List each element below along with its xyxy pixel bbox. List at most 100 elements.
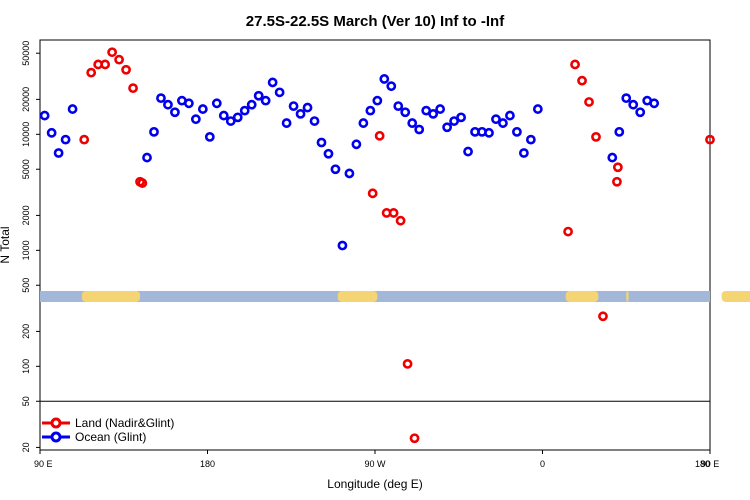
legend-label-ocean: Ocean (Glint) xyxy=(75,430,146,444)
ocean-point-65 xyxy=(628,99,639,110)
land-point-15 xyxy=(402,358,413,369)
ocean-point-60 xyxy=(525,134,536,145)
land-point-1 xyxy=(86,67,97,78)
land-point-3 xyxy=(100,59,111,70)
land-band-1 xyxy=(337,290,378,302)
land-point-6 xyxy=(121,64,131,75)
ocean-point-19 xyxy=(239,105,250,116)
ocean-point-48 xyxy=(442,122,453,133)
legend-marker-land xyxy=(50,417,62,429)
ocean-point-29 xyxy=(309,116,320,126)
land-point-21 xyxy=(591,131,601,142)
land-point-25 xyxy=(705,134,715,145)
ocean-point-9 xyxy=(170,107,180,118)
land-band-2 xyxy=(565,290,599,302)
land-point-13 xyxy=(388,208,399,218)
legend-marker-ocean xyxy=(50,431,62,443)
ocean-point-51 xyxy=(463,146,473,157)
ocean-point-44 xyxy=(414,124,425,135)
ocean-point-7 xyxy=(156,93,166,104)
land-point-14 xyxy=(395,215,406,226)
land-ocean-strip xyxy=(40,290,750,302)
ocean-point-32 xyxy=(330,164,341,175)
y-tick-label-200: 200 xyxy=(21,324,31,339)
ocean-point-39 xyxy=(379,74,390,84)
data-points xyxy=(39,47,715,444)
y-tick-label-1000: 1000 xyxy=(21,240,31,260)
ocean-point-49 xyxy=(449,116,459,126)
ocean-point-58 xyxy=(512,126,522,137)
ocean-point-28 xyxy=(302,102,313,113)
ocean-point-35 xyxy=(351,139,362,150)
x-axis-title: Longitude (deg E) xyxy=(327,477,422,491)
land-point-5 xyxy=(114,54,124,65)
x-tick-label-0: 90 E xyxy=(34,459,53,469)
land-point-7 xyxy=(128,83,138,94)
ocean-point-43 xyxy=(407,118,418,128)
ocean-point-61 xyxy=(532,104,543,114)
land-point-23 xyxy=(612,176,622,187)
ocean-point-68 xyxy=(649,98,660,109)
ocean-point-24 xyxy=(274,87,285,98)
ocean-point-62 xyxy=(607,152,618,163)
ocean-point-11 xyxy=(183,98,194,109)
y-tick-label-100: 100 xyxy=(21,359,31,374)
ocean-point-66 xyxy=(635,107,646,118)
x-tick-label-3: 0 xyxy=(540,459,545,469)
land-point-20 xyxy=(584,97,594,107)
land-point-0 xyxy=(79,134,90,145)
ocean-point-50 xyxy=(456,112,466,123)
ocean-point-25 xyxy=(281,118,292,128)
land-band-4 xyxy=(721,290,750,302)
ocean-point-57 xyxy=(505,110,515,121)
y-tick-label-10000: 10000 xyxy=(21,122,31,147)
ocean-point-23 xyxy=(267,77,278,88)
y-tick-label-20000: 20000 xyxy=(21,87,31,112)
ocean-point-38 xyxy=(372,95,383,106)
land-point-16 xyxy=(409,433,420,444)
ocean-point-56 xyxy=(498,118,508,128)
ocean-point-47 xyxy=(435,104,446,114)
ocean-point-8 xyxy=(163,99,173,110)
y-tick-label-50: 50 xyxy=(21,396,31,406)
ocean-point-15 xyxy=(211,98,222,109)
y-tick-label-20: 20 xyxy=(21,442,31,452)
ocean-point-63 xyxy=(614,126,625,137)
ocean-point-0 xyxy=(39,110,50,121)
ocean-point-40 xyxy=(386,81,397,92)
x-tick-label-4: 180 xyxy=(695,459,710,469)
y-tick-label-5000: 5000 xyxy=(21,159,31,179)
ocean-point-55 xyxy=(491,114,501,125)
ocean-point-13 xyxy=(197,104,208,114)
ocean-point-2 xyxy=(53,148,64,158)
ocean-point-1 xyxy=(46,127,57,138)
ocean-point-6 xyxy=(149,126,159,137)
ocean-point-33 xyxy=(337,240,348,251)
ocean-point-64 xyxy=(621,93,632,104)
y-tick-label-2000: 2000 xyxy=(21,205,31,225)
ocean-point-21 xyxy=(253,90,264,101)
ocean-point-17 xyxy=(225,116,236,126)
y-tick-label-50000: 50000 xyxy=(21,41,31,66)
land-point-10 xyxy=(367,188,378,199)
y-axis-title: N Total xyxy=(0,226,12,263)
x-tick-label-2: 90 W xyxy=(364,459,386,469)
land-point-17 xyxy=(563,226,573,237)
land-band-0 xyxy=(81,290,141,302)
ocean-point-37 xyxy=(365,105,376,116)
ocean-point-31 xyxy=(323,148,334,159)
land-point-4 xyxy=(107,47,118,58)
ocean-point-18 xyxy=(232,112,243,123)
ocean-point-20 xyxy=(246,99,257,110)
ocean-point-42 xyxy=(400,107,411,118)
ocean-point-14 xyxy=(204,131,215,142)
ocean-point-27 xyxy=(295,108,306,119)
ocean-point-41 xyxy=(393,101,404,112)
land-point-22 xyxy=(598,311,608,322)
land-point-19 xyxy=(577,75,587,86)
land-point-11 xyxy=(374,130,385,141)
ocean-point-46 xyxy=(428,108,439,119)
y-axis: 20 50 100 200 500 1000 2000 5000 10000 20000 50000 xyxy=(21,41,40,452)
